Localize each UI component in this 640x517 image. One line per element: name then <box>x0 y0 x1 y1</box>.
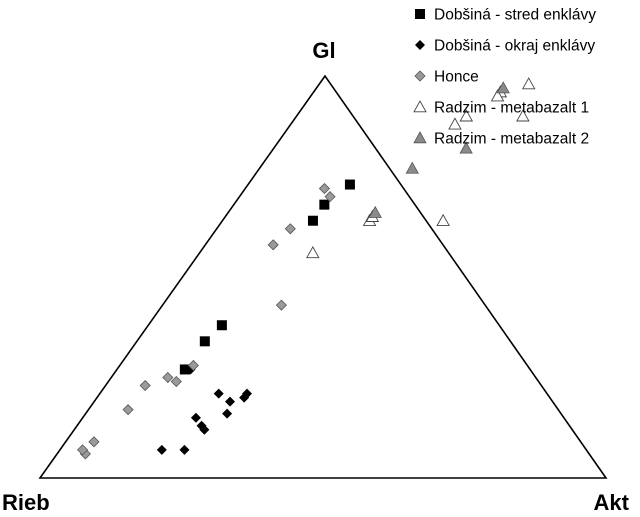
point-series-2-6 <box>222 408 233 419</box>
point-series-4-6 <box>516 109 530 122</box>
point-series-3-6 <box>187 359 199 372</box>
legend-label-2: Dobšiná - okraj enklávy <box>434 38 595 55</box>
legend-label-3: Honce <box>434 69 479 86</box>
point-series-4-10 <box>306 245 320 259</box>
point-series-2-10 <box>156 444 167 455</box>
apex-label-top: Gl <box>312 38 335 63</box>
point-series-3-8 <box>170 375 182 388</box>
point-series-5-3 <box>405 161 419 174</box>
apex-label-right: Akt <box>594 490 630 515</box>
point-series-5-4 <box>368 205 382 218</box>
point-series-3-3 <box>284 223 296 235</box>
ternary-triangle-frame <box>38 74 608 479</box>
data-points <box>77 77 536 460</box>
point-series-3-5 <box>275 299 287 311</box>
point-series-3-2 <box>324 191 336 203</box>
point-series-2-5 <box>242 388 253 399</box>
point-series-4-5 <box>448 117 462 130</box>
point-series-1-2 <box>319 199 330 210</box>
point-series-4-8 <box>436 213 450 226</box>
legend-label-1: Dobšiná - stred enklávy <box>434 7 596 24</box>
point-series-4-3 <box>490 89 505 102</box>
legend-marker-4 <box>413 100 427 113</box>
point-series-1-5 <box>199 336 210 347</box>
point-series-2-9 <box>199 424 210 435</box>
point-series-3-13 <box>77 444 89 456</box>
legend-marker-1 <box>415 9 425 19</box>
point-series-3-4 <box>267 239 279 251</box>
legend-marker-5 <box>413 131 427 144</box>
point-series-3-7 <box>162 371 174 384</box>
point-series-4-4 <box>459 109 474 122</box>
point-series-2-3 <box>224 396 235 407</box>
point-series-3-11 <box>88 436 100 448</box>
point-series-2-2 <box>213 388 224 399</box>
point-series-1-3 <box>307 215 318 226</box>
legend-marker-2 <box>415 40 425 50</box>
point-series-3-9 <box>139 379 151 392</box>
legend-marker-3 <box>414 70 426 82</box>
point-series-4-1 <box>521 77 536 90</box>
point-series-3-10 <box>122 404 134 416</box>
point-series-1-6 <box>179 364 190 375</box>
point-series-3-1 <box>318 182 331 195</box>
point-series-2-7 <box>190 412 201 423</box>
legend: Dobšiná - stred enklávy Dobšiná - okraj e… <box>413 7 596 148</box>
point-series-1-4 <box>216 320 227 331</box>
point-series-5-2 <box>459 141 473 154</box>
point-series-1-1 <box>344 179 355 190</box>
legend-label-5: Radzim - metabazalt 2 <box>434 131 589 148</box>
apex-label-left: Rieb <box>2 490 50 515</box>
point-series-5-1 <box>496 81 510 94</box>
point-series-2-11 <box>179 444 190 455</box>
legend-label-4: Radzim - metabazalt 1 <box>434 100 589 117</box>
